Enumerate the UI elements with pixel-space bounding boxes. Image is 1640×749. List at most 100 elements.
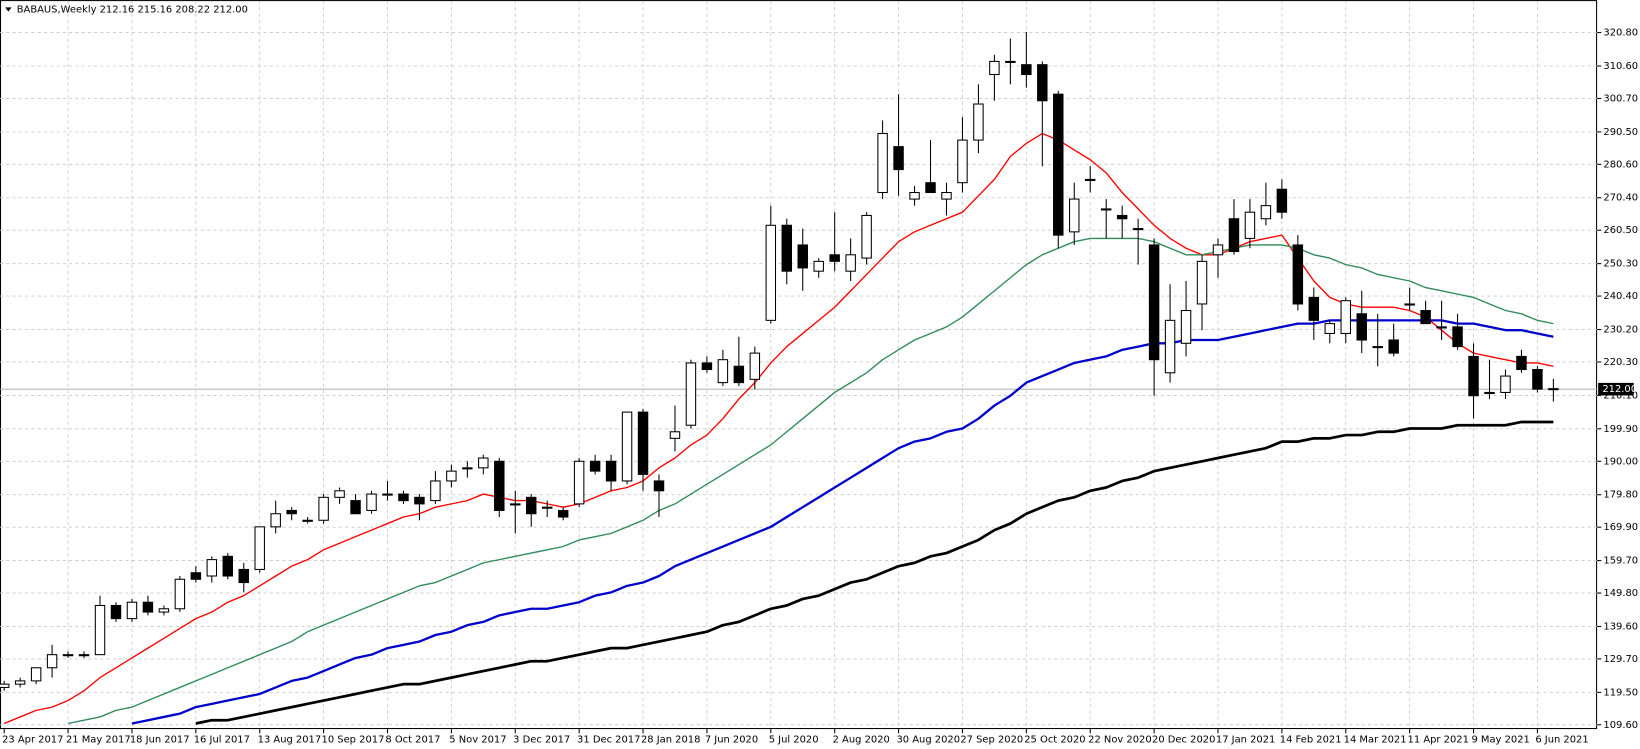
- candle-body: [1484, 391, 1495, 395]
- y-tick-label: 149.80: [1603, 588, 1638, 599]
- x-tick-label: 2 Aug 2020: [833, 735, 890, 746]
- candle-body: [861, 214, 872, 259]
- candle-body: [573, 460, 585, 505]
- y-tick-label: 220.30: [1603, 357, 1638, 368]
- candle-body: [174, 578, 186, 610]
- x-tick-label: 11 Apr 2021: [1408, 735, 1469, 746]
- candle-body: [302, 519, 313, 522]
- x-tick-label: 7 Jun 2020: [705, 735, 758, 746]
- x-tick-label: 10 Sep 2017: [322, 735, 385, 746]
- candle-body: [366, 493, 377, 511]
- y-tick-label: 320.80: [1603, 28, 1638, 39]
- candle-body: [1388, 339, 1399, 354]
- candle-body: [1196, 260, 1208, 305]
- candle-body: [685, 362, 697, 426]
- candle-body: [605, 460, 617, 482]
- candle-body: [1021, 64, 1032, 76]
- y-tick-label: 119.50: [1603, 687, 1638, 698]
- moving-average-line: [195, 420, 1554, 725]
- y-tick-label: 199.90: [1603, 424, 1638, 435]
- candle-body: [238, 568, 249, 584]
- candle-body: [446, 470, 457, 482]
- candle-body: [1404, 303, 1415, 306]
- y-tick-label: 210.10: [1603, 390, 1638, 401]
- x-tick-label: 6 Jun 2021: [1535, 735, 1588, 746]
- candle-body: [478, 457, 489, 469]
- menu-triangle[interactable]: [5, 7, 12, 12]
- chart-title: BABAUS,Weekly 212.16 215.16 208.22 212.0…: [17, 4, 248, 15]
- current-price-box: [1598, 382, 1634, 396]
- candle-body: [1324, 323, 1336, 334]
- candle-body: [1069, 198, 1080, 233]
- candle-body: [669, 431, 681, 439]
- candle-body: [797, 244, 808, 269]
- candle-body: [318, 496, 329, 521]
- axes: 320.80 310.60 300.70 290.50 280.60 270.40 260.…: [2, 28, 1638, 746]
- y-tick-label: 169.90: [1603, 522, 1638, 533]
- candle-body: [46, 654, 58, 669]
- candle-body: [1180, 309, 1192, 344]
- candle-body: [893, 146, 904, 171]
- candle-body: [813, 260, 824, 272]
- moving-average-line: [131, 319, 1554, 725]
- x-tick-label: 23 Apr 2017: [2, 735, 63, 746]
- candle-body: [126, 601, 138, 620]
- candle-body: [1260, 205, 1272, 220]
- candle-body: [1548, 388, 1559, 391]
- candle-body: [1500, 375, 1511, 393]
- candle-body: [541, 506, 553, 509]
- y-tick-label: 190.00: [1603, 456, 1638, 467]
- y-tick-label: 290.50: [1603, 127, 1638, 138]
- x-tick-label: 5 Jul 2020: [769, 735, 819, 746]
- candle-body: [1292, 244, 1304, 305]
- x-tick-label: 14 Feb 2021: [1280, 735, 1342, 746]
- candle-body: [621, 411, 633, 482]
- candle-body: [462, 467, 473, 470]
- candle-body: [765, 224, 777, 321]
- x-tick-label: 18 Jun 2017: [130, 735, 190, 746]
- candle-body: [270, 513, 281, 528]
- candle-body: [877, 132, 888, 194]
- candle-body: [781, 224, 793, 272]
- grid-layer: [0, 1, 1598, 730]
- candle-body: [1340, 300, 1351, 334]
- candle-body: [254, 526, 265, 570]
- candle-body: [701, 362, 713, 371]
- candle-body: [925, 182, 936, 194]
- x-tick-label: 27 Sep 2020: [960, 735, 1023, 746]
- x-tick-label: 14 Mar 2021: [1344, 735, 1407, 746]
- candle-body: [494, 460, 505, 511]
- candle-body: [733, 365, 745, 384]
- candle-body: [909, 191, 920, 200]
- candle-body: [1053, 93, 1064, 236]
- candle-body: [1005, 60, 1016, 63]
- candle-body: [350, 500, 361, 515]
- candle-body: [398, 493, 409, 502]
- x-tick-label: 31 Dec 2017: [577, 735, 640, 746]
- candle-body: [14, 680, 26, 685]
- candle-body: [1244, 211, 1256, 239]
- candle-body: [1468, 355, 1479, 397]
- y-tick-label: 159.70: [1603, 556, 1638, 567]
- candle-body: [222, 555, 234, 577]
- y-tick-label: 260.50: [1603, 225, 1638, 236]
- y-tick-label: 230.20: [1603, 325, 1638, 336]
- candle-body: [557, 509, 569, 518]
- candle-body: [1212, 244, 1224, 256]
- candle-body: [94, 604, 106, 656]
- candle-body: [510, 503, 521, 506]
- candle-body: [1228, 218, 1240, 253]
- y-tick-label: 129.70: [1603, 654, 1638, 665]
- y-tick-label: 270.40: [1603, 193, 1638, 204]
- candle-body: [286, 509, 297, 515]
- candle-body: [1436, 326, 1447, 329]
- x-tick-label: 21 May 2017: [66, 735, 131, 746]
- candle-body: [1132, 228, 1144, 231]
- candle-body: [0, 683, 10, 688]
- y-tick-label: 310.60: [1603, 61, 1638, 72]
- candle-body: [206, 559, 218, 577]
- candle-body: [589, 460, 601, 472]
- candle-body: [1164, 319, 1176, 374]
- y-tick-label: 250.30: [1603, 259, 1638, 270]
